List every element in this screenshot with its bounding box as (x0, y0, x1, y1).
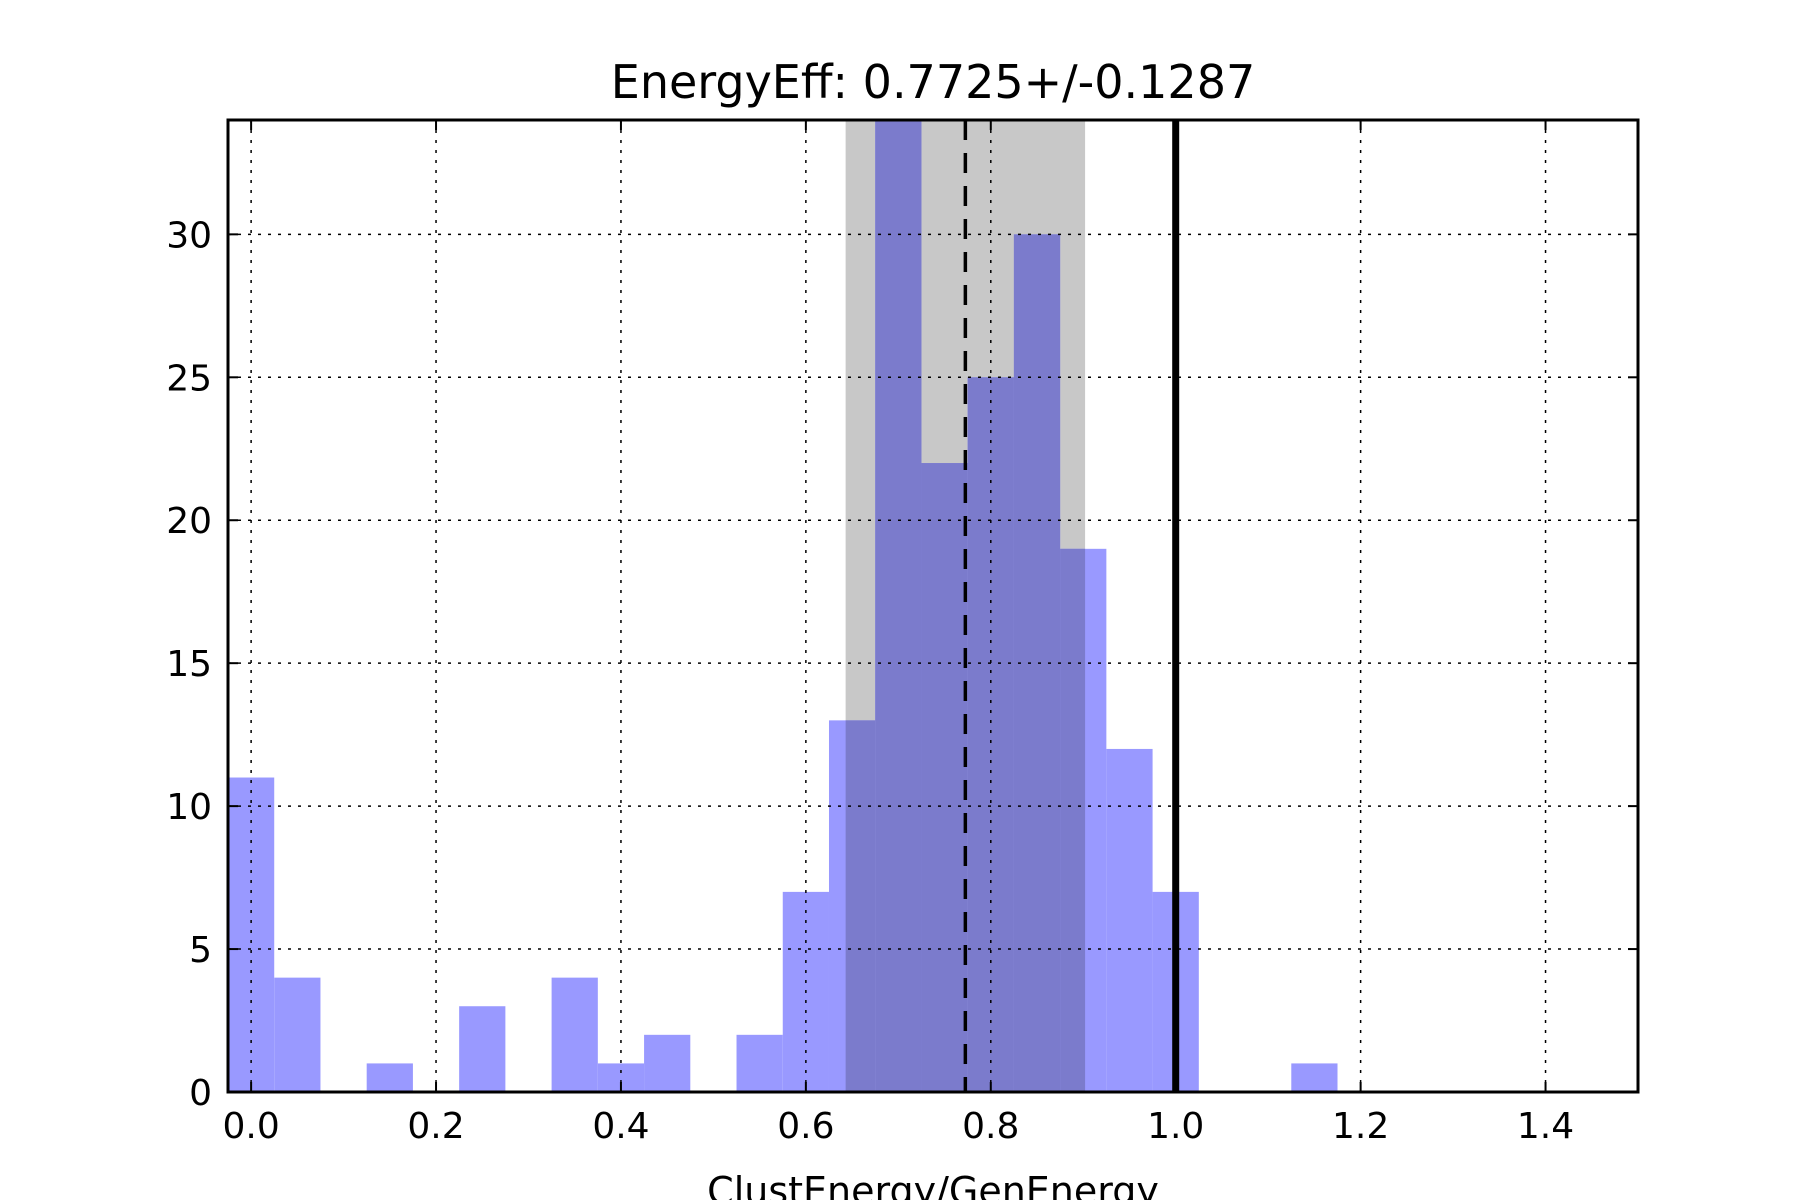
histogram-bar-overlap (967, 377, 1014, 1092)
histogram-bar (551, 977, 598, 1092)
histogram-bar (459, 1006, 506, 1092)
x-tick-label: 0.2 (407, 1106, 464, 1147)
x-tick-label: 1.4 (1517, 1106, 1574, 1147)
histogram-bar-overlap (875, 120, 922, 1092)
histogram-bar-overlap (921, 463, 968, 1092)
y-tick-label: 25 (166, 358, 212, 399)
x-axis-label: ClustEnergy/GenEnergy (707, 1169, 1159, 1200)
x-tick-label: 1.2 (1332, 1106, 1389, 1147)
histogram-bar-overlap (845, 720, 876, 1092)
histogram-bar (274, 977, 321, 1092)
x-tick-label: 0.6 (777, 1106, 834, 1147)
overlap-layer (845, 120, 1086, 1093)
x-tick-label: 0.0 (222, 1106, 279, 1147)
y-tick-label: 15 (166, 644, 212, 685)
histogram-bar (1106, 748, 1153, 1092)
histogram-bar-overlap (1060, 548, 1086, 1092)
x-tick-label: 0.4 (592, 1106, 649, 1147)
chart-title: EnergyEff: 0.7725+/-0.1287 (611, 55, 1255, 109)
histogram-bar-overlap (1013, 234, 1061, 1093)
marker-lines (963, 120, 1180, 1092)
axis-ticks: 0.0 0.2 0.4 0.6 0.8 1.0 1.2 1.4 0 5 10 15 20 25 30 (166, 120, 1638, 1147)
x-tick-label: 1.0 (1147, 1106, 1204, 1147)
y-tick-label: 10 (166, 787, 212, 828)
x-tick-label: 0.8 (962, 1106, 1019, 1147)
histogram-bar (366, 1063, 413, 1092)
y-tick-label: 0 (189, 1073, 212, 1114)
histogram-bar (644, 1034, 691, 1092)
plot-frame (226, 118, 1640, 1094)
histogram-bar (228, 777, 275, 1092)
y-tick-label: 5 (189, 930, 212, 971)
histogram-bar (736, 1034, 783, 1092)
y-tick-label: 30 (166, 215, 212, 256)
y-tick-label: 20 (166, 501, 212, 542)
histogram-bar (1291, 1063, 1338, 1092)
